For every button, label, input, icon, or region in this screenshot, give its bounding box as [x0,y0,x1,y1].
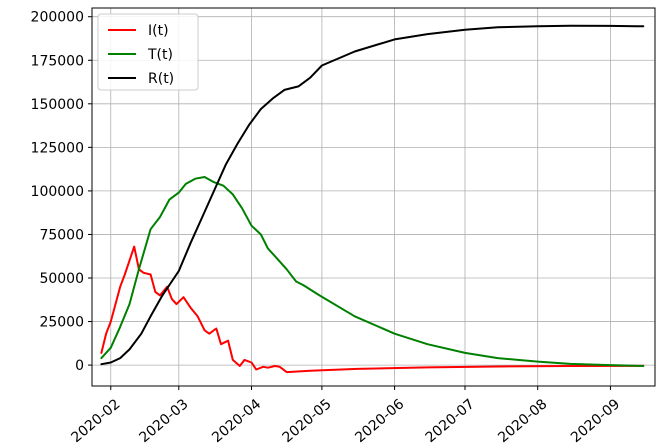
series-line-1 [100,176,645,367]
y-tick-label: 50000 [39,271,84,287]
legend: I(t) T(t) R(t) [97,13,199,91]
series-lines [100,24,645,374]
series-line-0 [100,245,645,374]
legend-label: R(t) [148,71,174,87]
axes-frame [91,7,656,387]
legend-label: I(t) [148,23,169,39]
y-tick-label: 25000 [39,315,84,331]
legend-box [97,13,199,91]
y-tick-label: 0 [75,358,84,374]
y-tick-label: 175000 [31,53,84,69]
y-tick-label: 150000 [31,97,84,113]
y-tick-label: 200000 [31,10,84,26]
y-tick-label: 100000 [31,184,84,200]
legend-label: T(t) [147,47,173,63]
y-tick-label: 125000 [31,140,84,156]
series-line-2 [100,24,645,366]
y-tick-label: 75000 [39,227,84,243]
